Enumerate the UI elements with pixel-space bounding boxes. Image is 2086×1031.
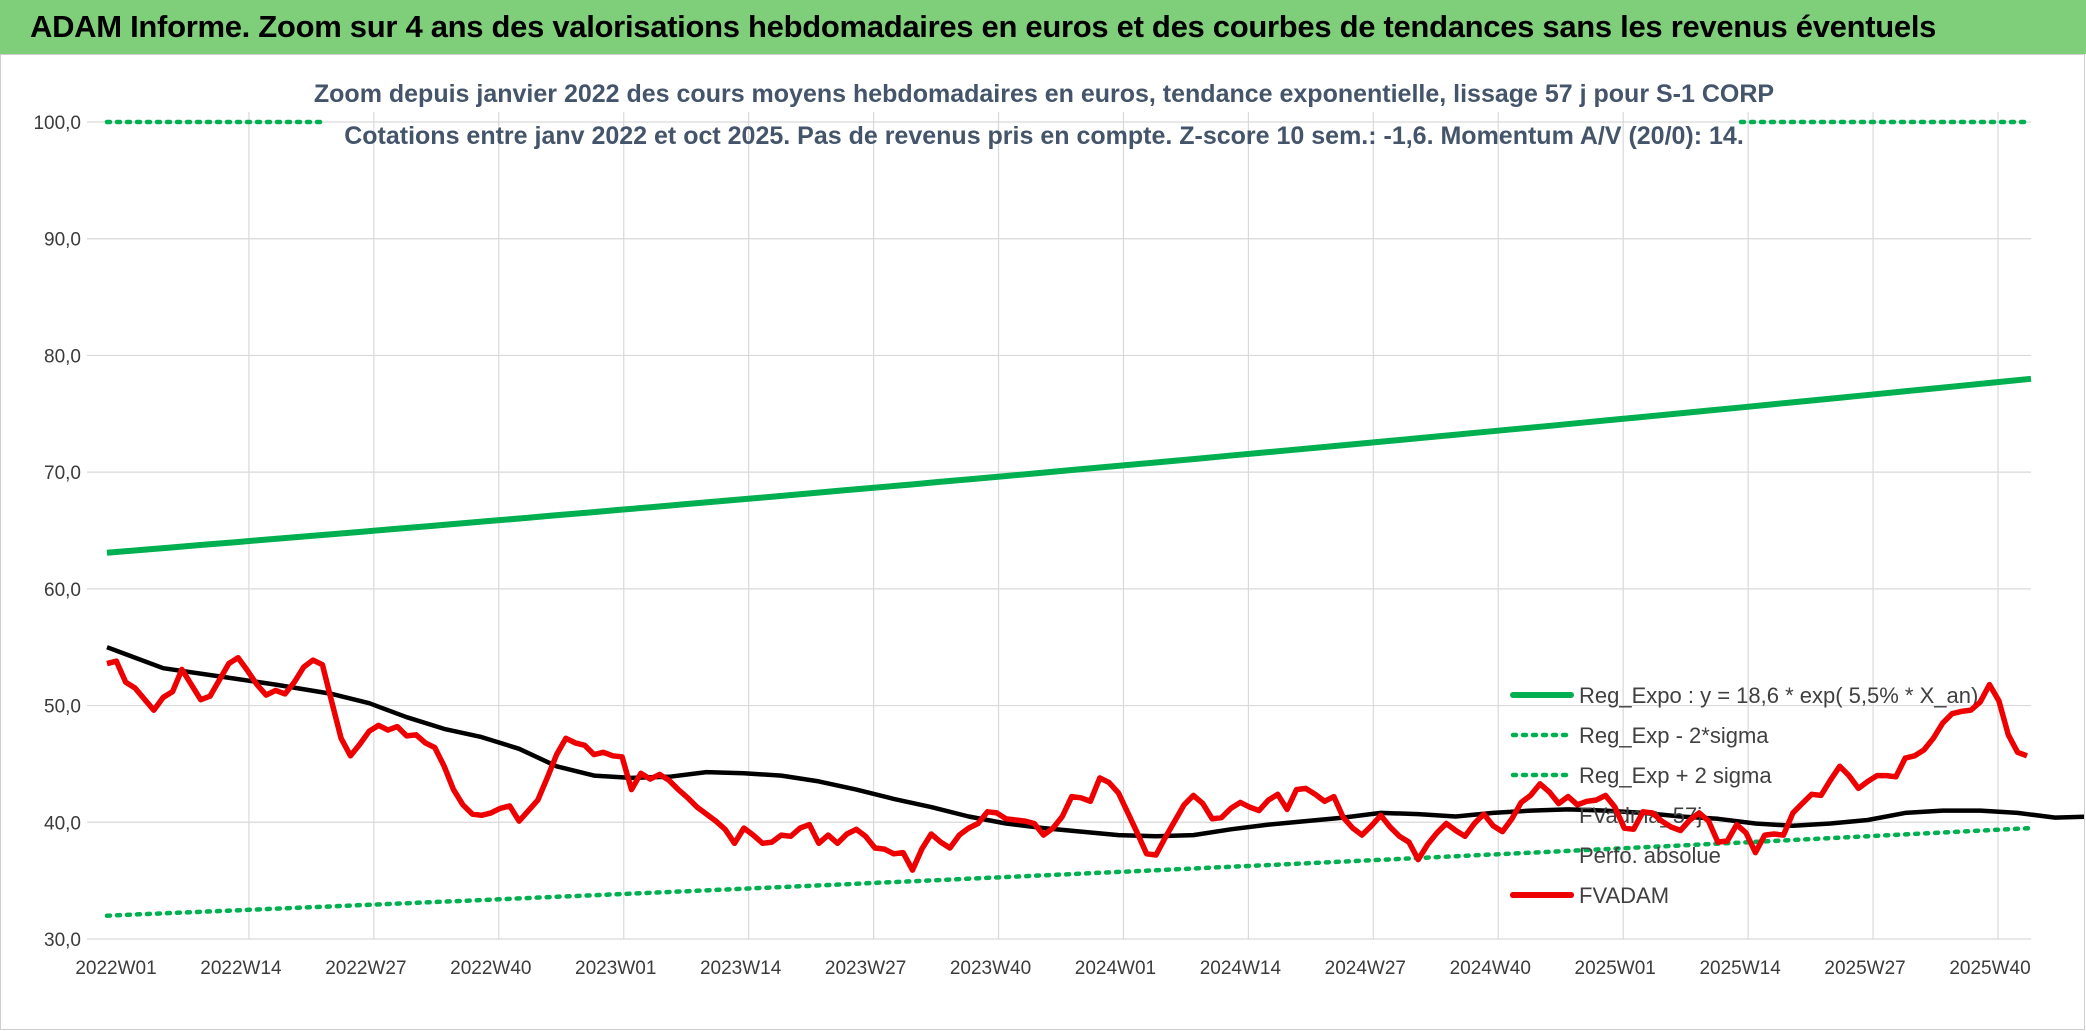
y-tick-label: 40,0 xyxy=(44,813,81,834)
x-tick-label: 2025W14 xyxy=(1699,958,1781,979)
y-tick-label: 30,0 xyxy=(44,930,81,951)
x-tick-label: 2024W14 xyxy=(1200,958,1282,979)
x-tick-label: 2024W01 xyxy=(1075,958,1156,979)
report-title: ADAM Informe. Zoom sur 4 ans des valoris… xyxy=(30,9,1937,44)
x-tick-label: 2022W27 xyxy=(325,958,406,979)
legend-label: Reg_Exp + 2 sigma xyxy=(1579,763,1772,788)
x-tick-label: 2024W40 xyxy=(1450,958,1531,979)
x-tick-label: 2024W27 xyxy=(1325,958,1406,979)
fvadam-price-line xyxy=(106,654,2028,873)
legend-label: Perfo. absolue xyxy=(1579,843,1721,868)
x-tick-label: 2023W40 xyxy=(950,958,1031,979)
report-title-bar: ADAM Informe. Zoom sur 4 ans des valoris… xyxy=(0,0,2086,54)
legend-label: Reg_Exp - 2*sigma xyxy=(1579,723,1769,748)
x-tick-label: 2023W01 xyxy=(575,958,656,979)
x-tick-label: 2025W40 xyxy=(1949,958,2030,979)
y-tick-label: 50,0 xyxy=(44,697,81,718)
y-tick-label: 90,0 xyxy=(44,230,81,251)
legend-label: Reg_Expo : y = 18,6 * exp( 5,5% * X_an) xyxy=(1579,683,1978,708)
y-tick-label: 80,0 xyxy=(44,346,81,367)
x-tick-label: 2022W01 xyxy=(75,958,156,979)
x-tick-label: 2022W40 xyxy=(450,958,531,979)
x-tick-label: 2023W27 xyxy=(825,958,906,979)
y-tick-label: 100,0 xyxy=(33,113,81,134)
chart-area: 30,0 40,0 50,0 60,0 70,0 80,0 90,0 100,0 2022W01… xyxy=(0,54,2085,1030)
legend-label: FVADAM xyxy=(1579,883,1669,908)
y-tick-label: 70,0 xyxy=(44,463,81,484)
lower-band-line xyxy=(104,825,2034,918)
regression-expo-line xyxy=(106,375,2032,556)
moving-average-line xyxy=(106,645,2084,839)
chart-subtitle: Cotations entre janv 2022 et oct 2025. P… xyxy=(344,122,1744,150)
y-tick-label: 60,0 xyxy=(44,580,81,601)
x-tick-label: 2025W27 xyxy=(1824,958,1905,979)
x-tick-label: 2022W14 xyxy=(200,958,282,979)
x-tick-label: 2025W01 xyxy=(1575,958,1656,979)
trend-line-chart: 30,0 40,0 50,0 60,0 70,0 80,0 90,0 100,0 2022W01… xyxy=(33,80,2084,979)
chart-title: Zoom depuis janvier 2022 des cours moyen… xyxy=(314,80,1774,108)
x-tick-label: 2023W14 xyxy=(700,958,782,979)
